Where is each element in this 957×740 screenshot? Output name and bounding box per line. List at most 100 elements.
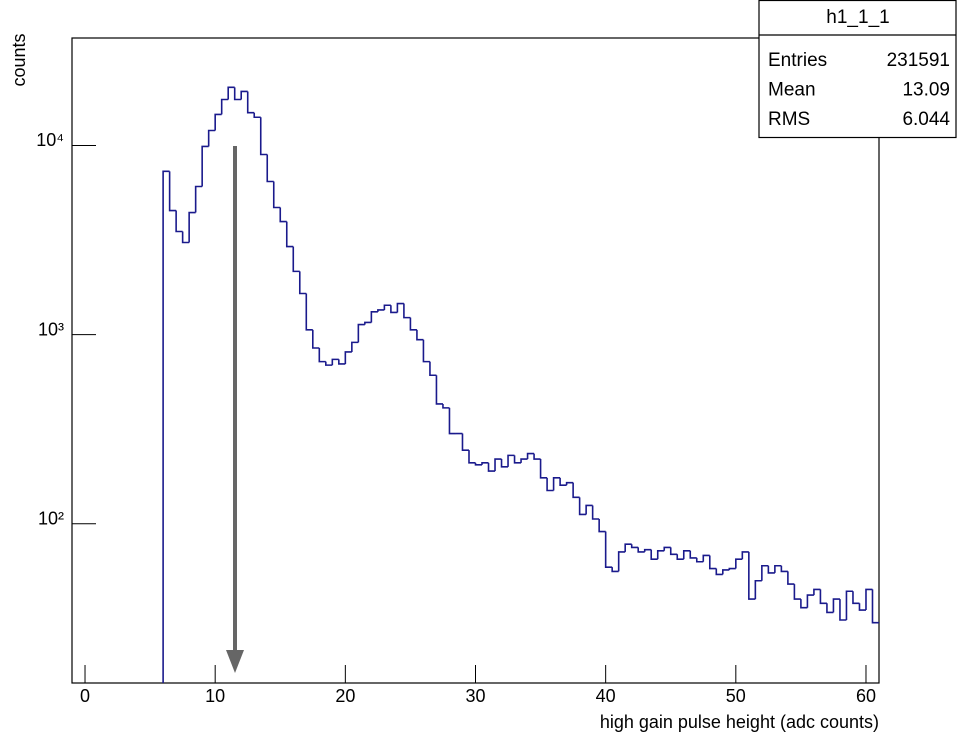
bin [708,555,717,570]
bin [702,554,710,562]
histogram [162,86,879,683]
bin [364,321,372,325]
bin [233,87,242,101]
bin [637,547,645,553]
bin [468,450,476,464]
bin [416,329,424,341]
bin [722,569,730,575]
bin [546,477,554,492]
bin [559,477,567,486]
bin [253,112,261,119]
bin [194,185,203,213]
bin [774,564,782,573]
y-tick-label: 10³ [38,319,64,339]
bin [676,554,684,560]
stats-label: RMS [768,109,810,130]
bin [429,361,437,377]
bin [409,317,417,331]
bin [175,210,183,233]
bin [578,497,587,516]
bin [298,271,307,295]
bin [481,462,489,465]
bin [695,557,704,563]
plot-frame [71,37,880,684]
bin [741,551,749,560]
bin [572,482,580,499]
bin [507,454,515,467]
bin [624,543,632,552]
bin [377,309,385,312]
bin [214,113,222,131]
bin [539,459,548,479]
bin [227,86,235,100]
bin [643,548,652,552]
bin [813,588,821,596]
bin [448,407,456,435]
arrow-head [226,650,244,673]
bin [305,293,313,331]
bin [663,546,671,551]
bin [832,598,840,613]
bin [871,589,879,624]
bin [344,351,352,364]
x-tick-label: 60 [856,686,876,706]
bin [656,549,665,560]
y-axis-label: counts [9,33,29,86]
bin [188,211,196,243]
stats-label: Entries [768,50,827,71]
bin [754,579,762,600]
arrow [226,146,244,673]
bin [325,361,333,366]
bin [442,403,450,409]
bin [403,303,411,319]
bin [585,504,593,515]
bin [800,599,808,609]
stats-value: 231591 [887,50,950,71]
bin [845,590,853,621]
bin [787,571,795,585]
bin [689,550,697,559]
x-tick-label: 30 [465,686,485,706]
y-tick-label: 10⁴ [36,130,64,150]
bin [220,98,229,115]
y-tick-label: 10² [38,509,64,529]
bin [761,564,769,581]
bin [617,551,626,572]
bin [611,567,619,573]
bin [533,453,541,460]
bin [630,544,639,549]
bin [767,565,775,574]
bin [500,459,509,468]
bin [669,547,678,556]
bin [461,433,469,451]
bin [487,462,496,472]
bin [331,358,339,366]
bin [806,594,814,608]
bin [494,458,502,472]
bin [318,347,326,363]
bin [526,452,535,460]
bin [565,481,574,486]
stats-title: h1_1_1 [826,7,889,28]
bin [435,375,443,405]
bin [552,477,561,491]
bin [728,567,736,570]
stats-value: 13.09 [902,80,950,101]
bin [865,588,873,611]
bin [474,462,483,466]
bin [351,341,359,352]
stats-label: Mean [768,80,816,101]
bin [591,505,600,520]
bin [735,558,743,569]
bin [852,591,860,605]
bin [292,246,300,273]
bin [839,599,847,621]
bin [259,117,268,156]
bin [826,603,834,614]
bin [240,90,248,100]
bin [598,519,606,533]
bin [604,531,613,568]
bin [520,458,528,463]
bin [396,302,404,313]
